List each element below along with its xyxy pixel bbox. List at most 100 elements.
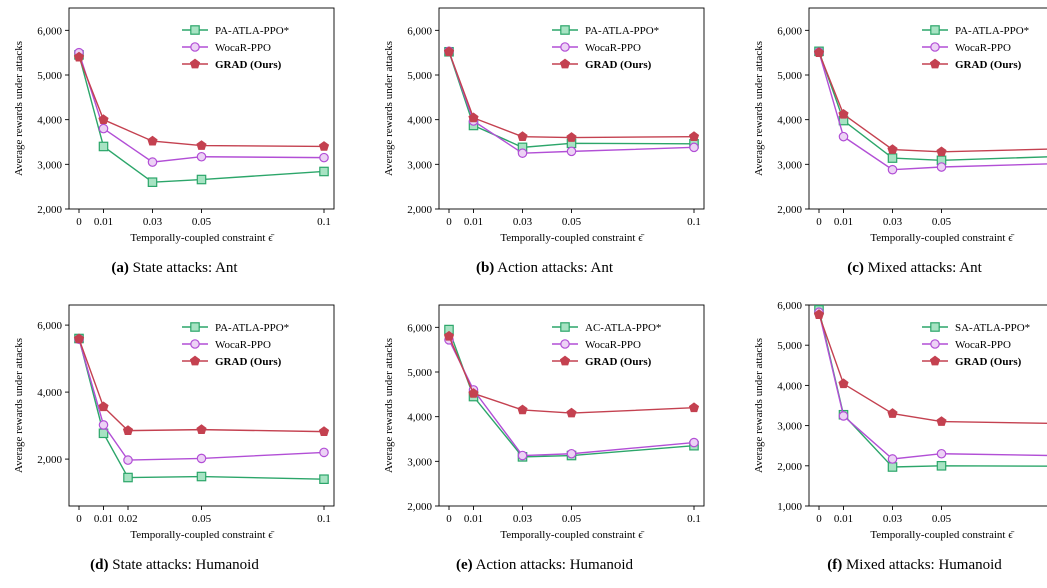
plot-frame <box>438 7 705 210</box>
series-purple <box>444 335 699 461</box>
data-point <box>517 404 528 415</box>
subfigure-caption: (a) State attacks: Ant <box>2 260 347 277</box>
series-line <box>448 335 695 414</box>
legend-label: WocaR-PPO <box>955 339 1011 351</box>
y-tick-label: 6,000 <box>37 320 62 332</box>
y-tick-label: 1,000 <box>777 501 802 513</box>
legend-label: GRAD (Ours) <box>955 59 1022 71</box>
data-point <box>196 174 207 185</box>
x-axis-label: Temporally-coupled constraint ϵ̄ <box>130 529 274 541</box>
y-tick-label: 2,000 <box>37 454 62 466</box>
data-point <box>319 166 329 177</box>
x-tick-label: 0.05 <box>562 513 582 525</box>
data-point <box>688 131 700 141</box>
y-tick-label: 6,000 <box>407 25 432 37</box>
data-point <box>838 411 849 421</box>
data-point <box>689 142 699 153</box>
data-point <box>887 164 898 175</box>
x-tick-label: 0.03 <box>883 216 903 228</box>
legend: PA-ATLA-PPO* WocaR-PPO GRAD (Ours) <box>552 25 659 71</box>
legend-label: GRAD (Ours) <box>215 356 282 368</box>
subfigure-title: Action attacks: Ant <box>497 260 614 276</box>
legend-marker <box>560 339 570 349</box>
data-point <box>443 330 455 341</box>
legend-label: GRAD (Ours) <box>215 59 282 71</box>
x-tick-label: 0.05 <box>932 216 952 228</box>
data-point <box>517 131 528 141</box>
x-tick-label: 0 <box>76 216 82 228</box>
data-point <box>689 437 699 448</box>
subfigure-tag: (d) <box>90 557 109 573</box>
data-point <box>887 454 898 464</box>
series-red <box>813 47 1047 157</box>
y-axis-label: Average rewards under attacks <box>383 41 395 176</box>
x-axis-label: Temporally-coupled constraint ϵ̄ <box>500 529 644 541</box>
x-tick-label: 0.05 <box>932 513 952 525</box>
plot-frame <box>808 7 1047 210</box>
legend-label: PA-ATLA-PPO* <box>955 25 1029 37</box>
y-tick-label: 5,000 <box>777 70 802 82</box>
data-point <box>517 450 528 461</box>
y-axis-label: Average rewards under attacks <box>753 338 765 473</box>
data-point <box>838 131 849 142</box>
x-tick-label: 0.01 <box>94 216 113 228</box>
line-chart: 2,000 3,000 4,000 5,000 6,000 0 0.01 0.03 0.05 0.… <box>13 7 335 244</box>
data-point <box>98 114 109 125</box>
x-tick-label: 0.01 <box>834 216 853 228</box>
data-point <box>318 141 330 151</box>
data-point <box>318 426 330 436</box>
data-point <box>887 408 898 418</box>
chart-panel: 1,000 2,000 3,000 4,000 5,000 6,000 0 0.01 0.03 0… <box>742 297 1047 588</box>
legend-label: GRAD (Ours) <box>955 356 1022 368</box>
data-point <box>936 461 947 471</box>
y-tick-label: 5,000 <box>407 70 432 82</box>
plot-frame <box>808 304 1047 507</box>
x-tick-label: 0.01 <box>464 513 483 525</box>
y-tick-label: 6,000 <box>37 25 62 37</box>
series-red <box>443 46 700 142</box>
chart-panel: 2,0003,0004,0005,0006,00000.010.030.050.… <box>742 0 1047 291</box>
line-chart: 2,000 3,000 4,000 5,000 6,000 0 0.01 0.03 0.05 0.… <box>383 7 705 244</box>
subfigure-caption: (d) State attacks: Humanoid <box>2 557 347 574</box>
data-point <box>936 146 947 157</box>
x-tick-label: 0 <box>446 513 452 525</box>
data-point <box>887 153 898 163</box>
x-tick-label: 0.05 <box>192 216 212 228</box>
y-tick-label: 4,000 <box>407 412 432 424</box>
x-tick-label: 0.1 <box>317 216 331 228</box>
data-point <box>196 151 207 162</box>
data-point <box>147 135 158 146</box>
data-point <box>936 162 947 172</box>
subfigure-caption: (f) Mixed attacks: Humanoid <box>742 557 1047 574</box>
subfigure-caption: (e) Action attacks: Humanoid <box>372 557 717 574</box>
series-green <box>74 50 329 187</box>
y-axis-label: Average rewards under attacks <box>13 338 25 473</box>
legend-marker <box>929 58 941 69</box>
subfigure-tag: (e) <box>455 557 473 573</box>
data-point <box>196 140 207 150</box>
chart-panel: 2,000 4,000 6,000 0 0.01 0.02 0.05 0.1 Temporall… <box>2 297 347 588</box>
x-tick-label: 0.02 <box>118 513 137 525</box>
series-line <box>818 312 1047 460</box>
y-tick-label: 5,000 <box>37 70 62 82</box>
legend-marker <box>560 25 570 35</box>
y-tick-label: 2,000 <box>407 501 432 513</box>
x-tick-label: 0.01 <box>834 513 853 525</box>
subfigure-tag: (a) <box>111 260 129 276</box>
x-tick-label: 0.03 <box>513 216 533 228</box>
x-tick-label: 0.01 <box>464 216 483 228</box>
x-tick-label: 0.05 <box>192 513 212 525</box>
subfigure-caption: (c) Mixed attacks: Ant <box>742 260 1047 277</box>
data-point <box>566 146 577 157</box>
x-tick-label: 0.1 <box>687 513 701 525</box>
x-tick-label: 0.1 <box>687 216 701 228</box>
legend-label: SA-ATLA-PPO* <box>955 322 1030 334</box>
x-axis-label: Temporally-coupled constraint ϵ̄ <box>130 232 274 244</box>
y-tick-label: 4,000 <box>777 115 802 127</box>
data-point <box>517 148 528 158</box>
data-point <box>196 424 207 434</box>
legend-label: PA-ATLA-PPO* <box>215 25 289 37</box>
